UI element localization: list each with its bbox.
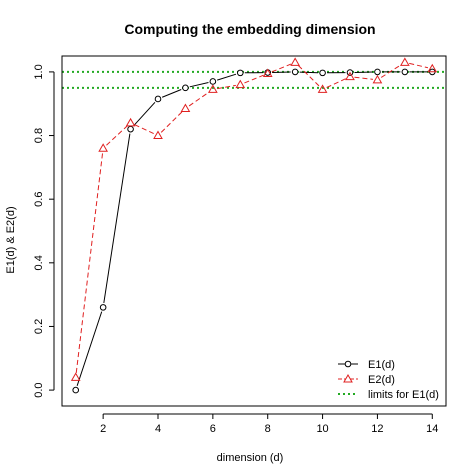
series-2-point [427,63,438,73]
series-2-segment [297,65,320,87]
series-2-point [372,74,383,84]
x-tick-label: 2 [100,423,106,435]
series-2-point [290,57,301,66]
series-1-point [401,68,409,76]
series-1-segment [133,101,156,127]
series-1-segment [161,89,182,98]
series-2-segment [271,63,292,73]
series-1-point [72,386,80,394]
series-2-point [345,71,355,81]
series-2-segment [160,111,183,133]
series-2-segment [409,62,429,69]
series-2-point [98,143,109,152]
series-1-point [127,125,134,133]
series-1-segment [189,81,209,88]
series-1-point [319,69,326,77]
series-1-point [374,68,381,76]
y-tick-label: 0.8 [33,128,45,143]
x-tick-label: 10 [316,423,328,435]
legend-marker [344,360,352,368]
y-tick-label: 0.2 [33,319,45,334]
y-tick-label: 1.0 [33,64,45,79]
series-1-segment [103,133,131,303]
series-2-point [207,84,218,93]
legend-marker [343,373,353,383]
series-2-point [399,57,410,66]
chart-title: Computing the embedding dimension [124,21,375,37]
x-tick-label: 8 [265,423,271,435]
y-axis-label: E1(d) & E2(d) [5,206,17,273]
plot-frame [61,55,447,407]
series-1-segment [76,311,103,386]
x-tick-label: 12 [371,423,383,435]
series-2-point [125,117,136,127]
series-1-segment [299,71,319,74]
series-1-point [236,69,244,77]
series-2-point [262,68,273,77]
series-2-segment [326,78,347,88]
series-2-segment [134,124,155,135]
series-2-point [235,79,246,89]
series-1-point [209,78,217,85]
x-tick-label: 6 [210,423,216,435]
series-1-point [291,68,299,76]
y-tick-label: 0.4 [33,255,45,270]
series-2-point [153,130,163,140]
series-1-point [182,84,189,92]
series-1-segment [217,73,237,81]
series-2-segment [217,84,236,90]
series-2-point [70,372,81,381]
series-2-segment [188,91,210,107]
x-tick-label: 14 [426,423,438,435]
y-tick-label: 0.6 [33,192,45,207]
plot-area [62,57,446,394]
series-1-point [154,95,162,103]
series-2-segment [354,76,374,80]
x-tick-label: 4 [155,423,161,435]
series-1-point [99,304,107,311]
legend-label: E1(d) [368,359,395,371]
series-2-point [180,103,191,112]
legend-label: limits for E1(d) [368,389,439,401]
x-axis-label: dimension (d) [217,452,284,464]
series-2-segment [380,64,402,78]
axes: 2 4 6 8 10 12 14 0.0 0.2 0.4 0.6 0.8 1.0 [33,55,447,435]
series-2-point [317,84,328,93]
legend-label: E2(d) [368,374,395,386]
legend: E1(d) E2(d) limits for E1(d) [338,359,439,401]
series-2-segment [106,125,128,146]
series-2-segment [75,152,104,373]
series-2-segment [244,74,264,84]
y-tick-label: 0.0 [33,382,45,397]
